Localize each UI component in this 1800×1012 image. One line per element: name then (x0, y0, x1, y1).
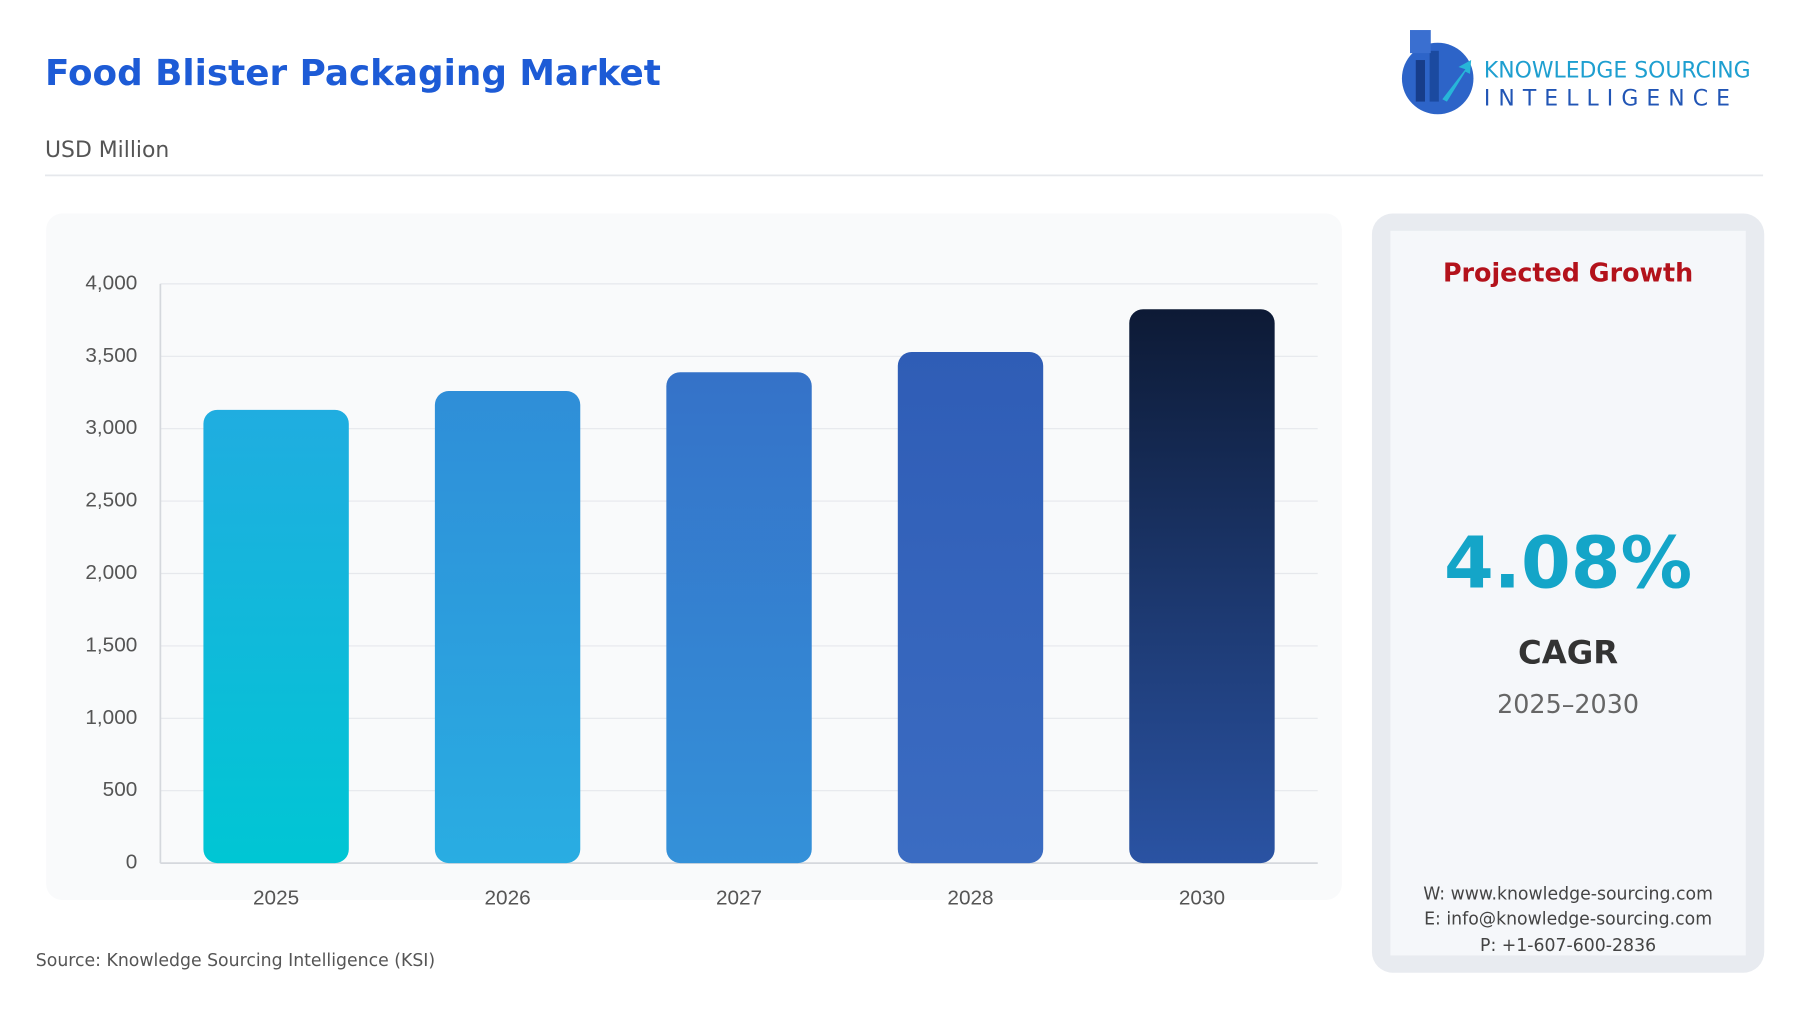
cagr-value: 4.08% (1444, 521, 1692, 604)
cagr-period: 2025–2030 (1497, 689, 1639, 719)
panel-heading: Projected Growth (1443, 258, 1693, 288)
cagr-label: CAGR (1518, 633, 1618, 671)
x-tick-label: 2025 (253, 886, 299, 909)
contact: P: +1-607-600-2836 (1480, 936, 1656, 956)
logo-text: INTELLIGENCE (1484, 86, 1738, 111)
bar (434, 391, 581, 864)
logo-icon (1442, 60, 1472, 102)
logo-icon (1410, 30, 1431, 54)
x-tick-label: 2027 (716, 886, 762, 909)
y-tick-label: 1,500 (85, 633, 137, 656)
bar (897, 351, 1044, 864)
logo-icon (1429, 50, 1439, 102)
y-tick-label: 500 (103, 778, 138, 801)
subtitle: USD Million (45, 138, 169, 163)
chart-title: Food Blister Packaging Market (45, 53, 661, 94)
contact: W: www.knowledge-sourcing.com (1423, 884, 1713, 904)
x-tick-label: 2030 (1179, 886, 1225, 909)
bar (203, 409, 349, 864)
side-panel-inner (1390, 230, 1746, 956)
logo: KNOWLEDGE SOURCING INTELLIGENCE (1401, 30, 1751, 115)
x-tick-label: 2026 (484, 886, 530, 909)
y-tick-label: 3,500 (85, 344, 137, 367)
y-tick-label: 3,000 (85, 416, 137, 439)
logo-text: KNOWLEDGE SOURCING (1484, 59, 1751, 84)
plot: 0 500 1,000 1,500 2,000 2,500 3,000 3,500 4,000 2… (85, 271, 1318, 909)
y-tick-label: 4,000 (85, 271, 137, 294)
x-tick-label: 2028 (947, 886, 993, 909)
contact: E: info@knowledge-sourcing.com (1424, 910, 1712, 930)
y-tick-label: 2,000 (85, 561, 137, 584)
bar (666, 372, 812, 864)
source: Source: Knowledge Sourcing Intelligence … (36, 951, 435, 971)
y-tick-label: 2,500 (85, 489, 137, 512)
bar (1129, 309, 1275, 864)
y-tick-label: 1,000 (85, 706, 137, 729)
logo-icon (1415, 60, 1425, 102)
y-tick-label: 0 (126, 851, 138, 874)
